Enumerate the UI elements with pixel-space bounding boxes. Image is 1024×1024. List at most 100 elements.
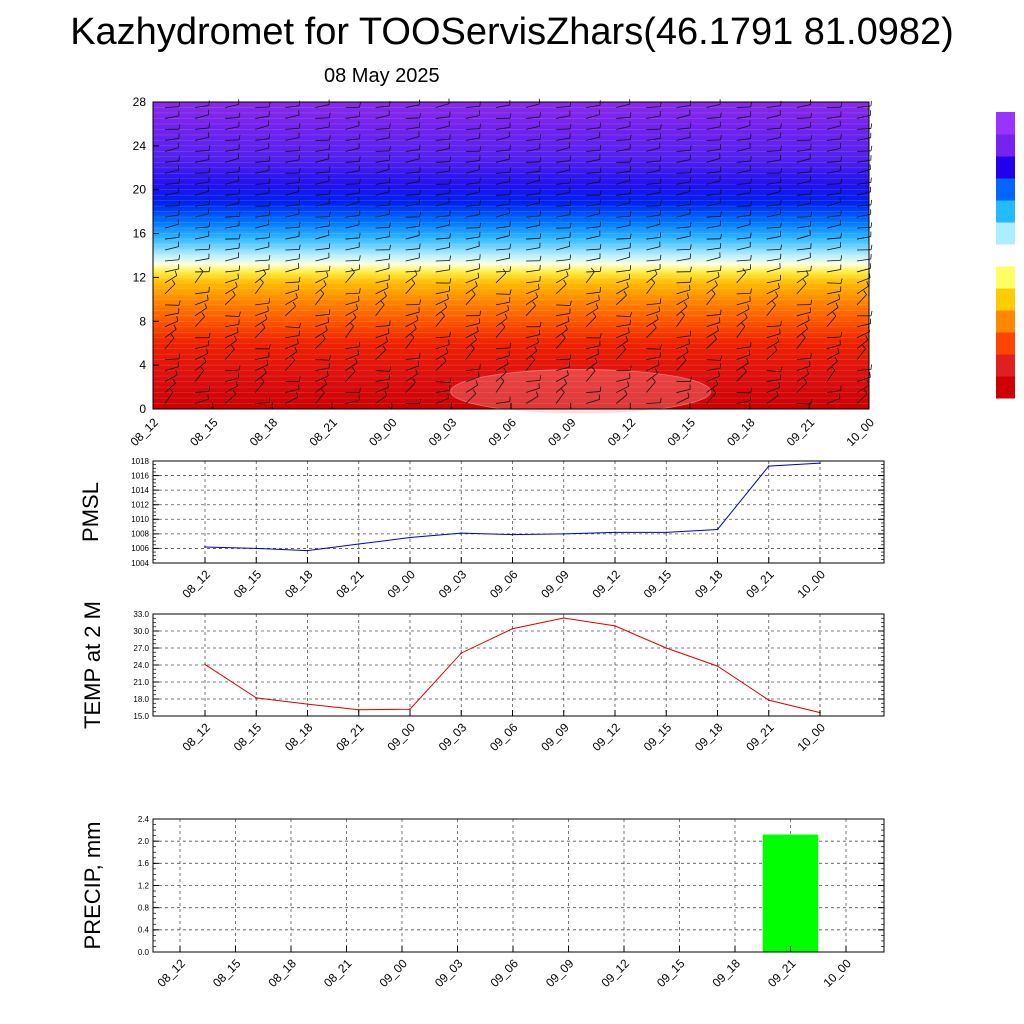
wind-barb [586, 203, 601, 207]
wind-barb-flag [208, 167, 211, 173]
wind-barb [225, 215, 240, 218]
wind-barb-flag [714, 280, 718, 286]
wind-barb [164, 182, 179, 185]
wind-barb [255, 364, 269, 371]
wind-barb [375, 394, 388, 404]
wind-barb [676, 289, 691, 295]
wind-barb [194, 316, 205, 328]
wind-barb [435, 202, 450, 207]
wind-barb-flag [684, 301, 688, 307]
wind-barb [255, 259, 270, 262]
wind-barb [586, 181, 601, 185]
wind-barb-flag [750, 254, 752, 261]
wind-barb-flag [539, 321, 542, 327]
wind-barb-flag [232, 389, 237, 395]
wind-barb-flag [599, 221, 602, 227]
wind-barb-flag [328, 166, 331, 172]
wind-barb [676, 281, 691, 284]
wind-barb-flag [777, 282, 780, 289]
wind-barb [435, 360, 447, 371]
wind-barb [556, 259, 571, 262]
wind-barb [556, 236, 571, 240]
wind-barb-flag [203, 357, 207, 362]
wind-barb [706, 180, 721, 185]
wind-barb-flag [329, 355, 332, 361]
wind-barb-flag [659, 101, 662, 107]
wind-barb [525, 125, 540, 130]
wind-barb [315, 193, 330, 196]
wind-barb-flag [539, 255, 542, 261]
wind-barb [826, 138, 841, 141]
wind-barb-flag [629, 211, 632, 217]
wind-barb [164, 391, 174, 404]
wind-barb [706, 322, 721, 328]
wind-barb [285, 181, 300, 185]
wind-barb [826, 125, 841, 130]
y-tick-label: 2.0 [138, 837, 150, 846]
wind-barb-flag [539, 210, 541, 216]
wind-barb-flag [173, 324, 177, 330]
wind-barb [465, 368, 480, 372]
wind-barb [556, 268, 570, 273]
wind-barb [526, 237, 541, 240]
wind-barb [616, 332, 630, 339]
wind-barb-flag [592, 312, 597, 317]
wind-barb-flag [298, 222, 301, 228]
wind-barb [495, 355, 510, 361]
wind-barb [255, 125, 269, 130]
y-tick-label: 1016 [131, 471, 149, 480]
wind-barb [225, 117, 240, 119]
wind-barb [676, 389, 691, 393]
wind-barb [465, 105, 480, 108]
wind-barb [796, 274, 809, 284]
wind-barb-flag [238, 188, 241, 195]
wind-barb [285, 359, 296, 371]
wind-barb [706, 256, 721, 262]
wind-barb [676, 258, 691, 262]
wind-barb-flag [326, 370, 329, 376]
wind-barb-flag [238, 365, 241, 371]
wind-barb [465, 236, 480, 240]
wind-barb [856, 191, 871, 196]
wind-barb [495, 248, 510, 251]
wind-barb-flag [232, 290, 236, 296]
wind-barb [766, 105, 781, 108]
wind-barb-flag [178, 101, 181, 107]
wind-barb [736, 259, 751, 262]
y-tick-label: 12 [133, 270, 147, 284]
wind-barb [525, 170, 540, 174]
wind-barb [435, 138, 450, 141]
wind-barb-flag [268, 178, 271, 184]
wind-barb [194, 136, 209, 141]
wind-barb-flag [412, 378, 416, 383]
wind-barb-flag [561, 333, 566, 339]
wind-barb-flag [599, 386, 602, 392]
wind-barb [706, 293, 716, 306]
wind-barb [616, 148, 631, 152]
wind-barb [646, 246, 661, 251]
wind-barb [766, 235, 781, 240]
wind-barb [646, 381, 656, 393]
wind-barb [556, 137, 571, 141]
data-point [819, 462, 821, 464]
wind-barb [736, 268, 751, 273]
wind-barb [195, 248, 210, 251]
wind-barb-flag [569, 300, 572, 306]
wind-barb-flag [354, 358, 358, 363]
wind-barb [465, 393, 477, 404]
wind-barb-flag [712, 388, 717, 394]
wind-barb [435, 224, 450, 229]
wind-barb [646, 356, 661, 361]
wind-barb [526, 138, 541, 141]
data-point [614, 531, 616, 534]
wind-barb-flag [509, 113, 512, 119]
wind-barb [796, 357, 811, 361]
wind-barb [766, 370, 781, 373]
colorbar-swatch [996, 156, 1015, 179]
data-point [306, 703, 309, 705]
wind-barb [646, 182, 661, 185]
wind-barb-flag [870, 364, 872, 370]
wind-barb-flag [680, 311, 685, 316]
wind-barb-flag [201, 312, 205, 317]
wind-barb-flag [690, 266, 692, 272]
